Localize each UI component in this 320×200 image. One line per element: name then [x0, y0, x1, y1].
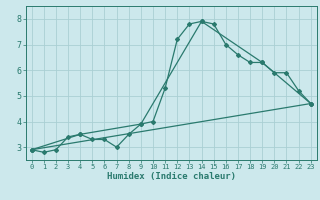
X-axis label: Humidex (Indice chaleur): Humidex (Indice chaleur): [107, 172, 236, 181]
